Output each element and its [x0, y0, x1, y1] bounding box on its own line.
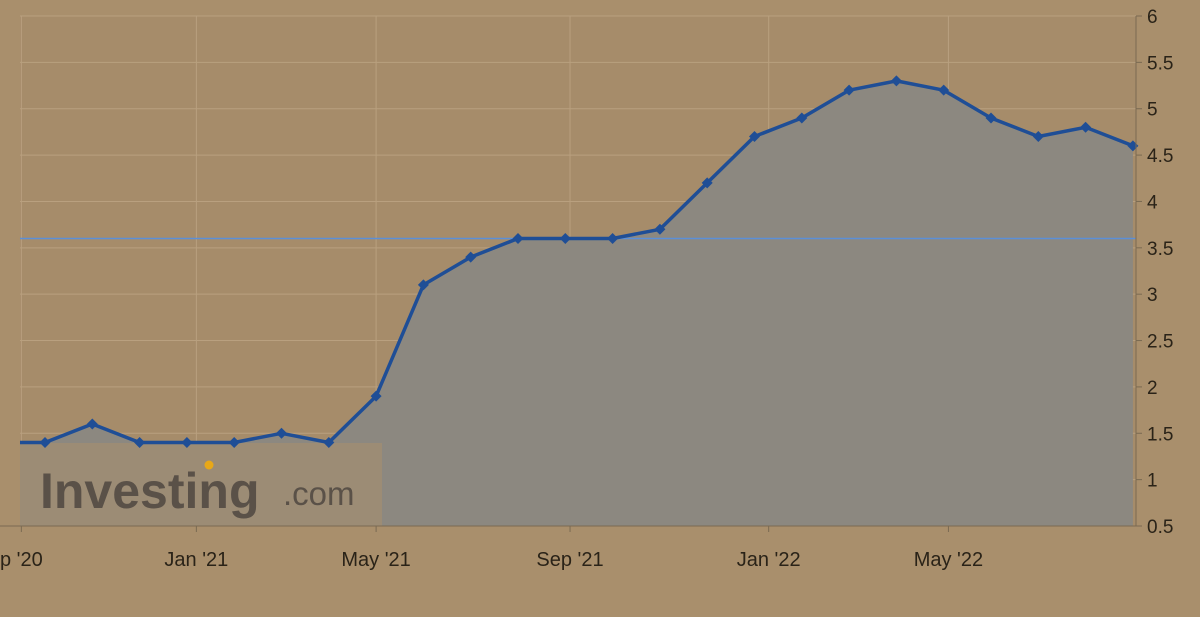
y-axis-ticks: 0.5 1 1.5 2 2.5 3 3.5 4 4.5 5 5.5 6 [1136, 7, 1173, 538]
y-tick-label: 2.5 [1147, 332, 1173, 353]
y-tick-label: 0.5 [1147, 517, 1173, 538]
x-tick-label: p '20 [0, 549, 43, 571]
x-tick-label: Jan '22 [737, 549, 801, 571]
y-tick-label: 3 [1147, 285, 1158, 306]
y-tick-label: 5.5 [1147, 53, 1173, 74]
watermark-suffix: .com [283, 475, 355, 512]
watermark-dot-icon [205, 461, 214, 470]
x-tick-label: May '22 [914, 549, 983, 571]
x-tick-label: Jan '21 [164, 549, 228, 571]
x-tick-label: Sep '21 [536, 549, 603, 571]
watermark-brand: Investing [40, 463, 259, 519]
investing-watermark: Investing .com [20, 443, 382, 526]
y-tick-label: 4 [1147, 192, 1158, 213]
x-tick-label: May '21 [341, 549, 410, 571]
y-tick-label: 2 [1147, 378, 1158, 399]
y-tick-label: 3.5 [1147, 239, 1173, 260]
y-tick-label: 1 [1147, 471, 1158, 492]
y-tick-label: 6 [1147, 7, 1158, 28]
y-tick-label: 1.5 [1147, 424, 1173, 445]
x-axis-ticks: p '20 Jan '21 May '21 Sep '21 Jan '22 May '22 [0, 526, 983, 571]
y-tick-label: 4.5 [1147, 146, 1173, 167]
y-tick-label: 5 [1147, 100, 1158, 121]
